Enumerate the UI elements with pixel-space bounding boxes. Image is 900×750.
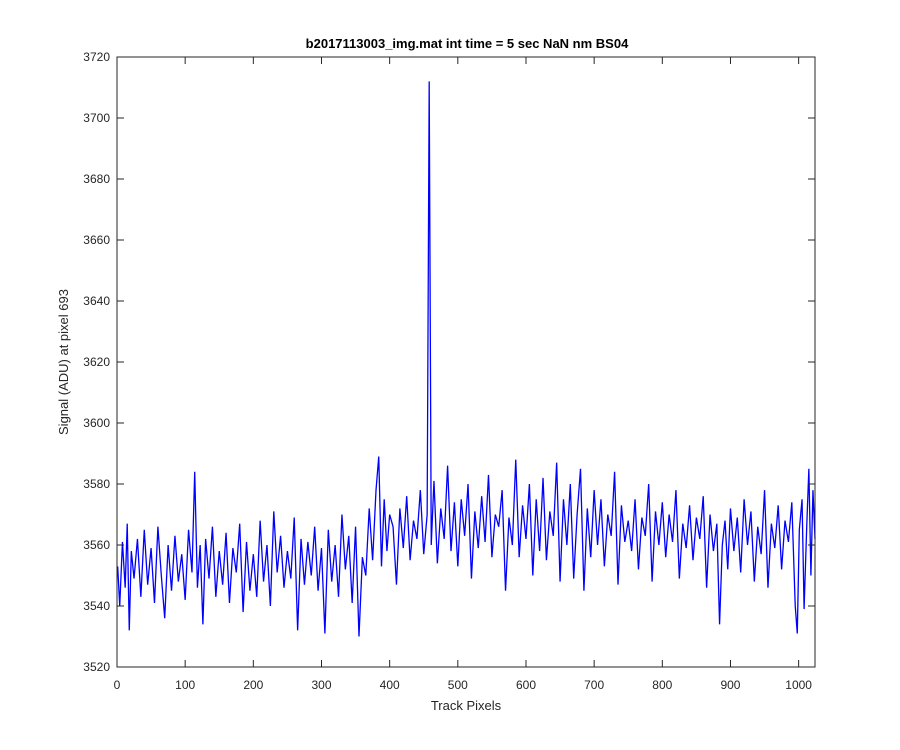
x-tick-label: 800 (652, 678, 672, 692)
y-tick-label: 3680 (83, 172, 110, 186)
y-tick-label: 3720 (83, 50, 110, 64)
y-tick-label: 3660 (83, 233, 110, 247)
y-tick-label: 3600 (83, 416, 110, 430)
x-tick-label: 300 (311, 678, 331, 692)
y-tick-label: 3620 (83, 355, 110, 369)
x-tick-label: 500 (448, 678, 468, 692)
y-tick-label: 3580 (83, 477, 110, 491)
series-layer (117, 81, 816, 637)
x-tick-label: 900 (720, 678, 740, 692)
plot-area (117, 57, 815, 667)
x-tick-label: 700 (584, 678, 604, 692)
series-line-0 (117, 81, 816, 637)
y-tick-label: 3540 (83, 599, 110, 613)
x-axis-label: Track Pixels (431, 698, 502, 713)
x-tick-label: 1000 (785, 678, 812, 692)
x-tick-label: 100 (175, 678, 195, 692)
y-tick-label: 3560 (83, 538, 110, 552)
y-tick-label: 3700 (83, 111, 110, 125)
y-axis-label: Signal (ADU) at pixel 693 (56, 289, 71, 435)
y-tick-label: 3640 (83, 294, 110, 308)
y-tick-label: 3520 (83, 660, 110, 674)
x-tick-label: 200 (243, 678, 263, 692)
x-tick-label: 400 (380, 678, 400, 692)
x-tick-label: 600 (516, 678, 536, 692)
chart-title: b2017113003_img.mat int time = 5 sec NaN… (306, 36, 629, 51)
x-tick-label: 0 (114, 678, 121, 692)
axes: 0 100 200 300 400 500 600 700 800 900 1000 3520 3540… (83, 50, 816, 692)
